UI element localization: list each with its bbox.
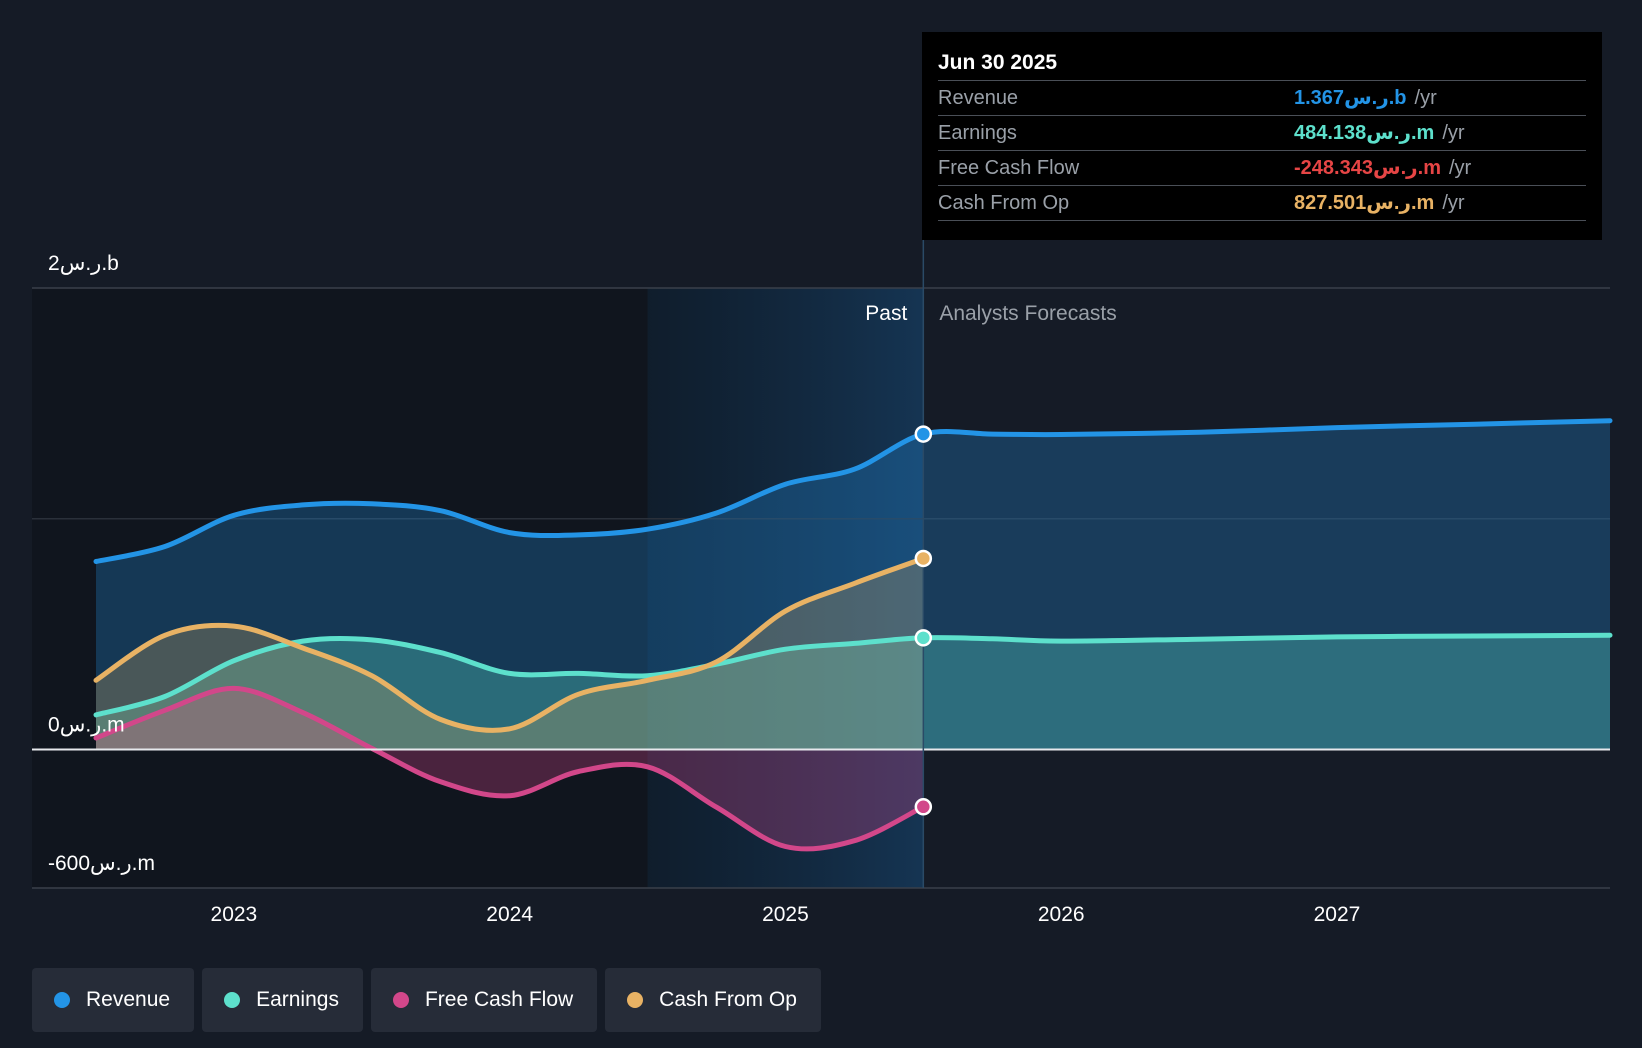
line-cash-from-op [93, 556, 926, 733]
highlight-region [647, 288, 924, 888]
tooltip-date: Jun 30 2025 [938, 46, 1586, 81]
y-tick-label: -600ر.س.m [48, 852, 155, 875]
tooltip-row-free-cash-flow: Free Cash Flow -248.343ر.س.m /yr [938, 151, 1586, 186]
marker-revenue [914, 425, 933, 443]
line-free-cash-flow [93, 685, 926, 852]
tooltip-row-revenue: Revenue 1.367ر.س.b /yr [938, 81, 1586, 116]
legend-item-revenue[interactable]: Revenue [32, 968, 195, 1032]
line-revenue [93, 418, 1613, 564]
legend-dot-icon [392, 992, 409, 1008]
y-tick-label: 2ر.س.b [48, 252, 119, 275]
legend-dot-icon [627, 992, 644, 1008]
tooltip-unit: /yr [1442, 122, 1465, 144]
tooltip-value: 484.138ر.س.m [1294, 122, 1435, 144]
tooltip-markers [914, 425, 933, 816]
legend-item-earnings[interactable]: Earnings [202, 968, 363, 1032]
marker-earnings [914, 629, 933, 647]
x-tick-label: 2026 [1038, 903, 1085, 926]
legend: Revenue Earnings Free Cash Flow Cash Fro… [32, 968, 821, 1032]
gridlines [32, 287, 1610, 889]
legend-label: Earnings [256, 988, 339, 1011]
marker-free-cash-flow [914, 798, 933, 816]
legend-dot-icon [54, 992, 70, 1008]
area-cash-from-op [96, 558, 924, 750]
tooltip-label: Free Cash Flow [938, 157, 1080, 179]
tooltip-value: 1.367ر.س.b [1294, 87, 1407, 109]
tooltip-panel: Jun 30 2025 Revenue 1.367ر.س.b /yr Earni… [922, 32, 1602, 240]
legend-item-free-cash-flow[interactable]: Free Cash Flow [370, 968, 598, 1032]
tooltip-row-cash-from-op: Cash From Op 827.501ر.س.m /yr [938, 186, 1586, 221]
x-tick-label: 2023 [211, 903, 258, 926]
tooltip-label: Cash From Op [938, 192, 1070, 214]
tooltip-unit: /yr [1414, 87, 1437, 109]
legend-label: Free Cash Flow [424, 988, 574, 1011]
series-lines [32, 418, 1613, 852]
legend-item-cash-from-op[interactable]: Cash From Op [605, 968, 821, 1032]
x-tick-label: 2025 [762, 903, 809, 926]
area-free-cash-flow [96, 688, 924, 849]
x-tick-label: 2027 [1314, 903, 1361, 926]
tooltip-label: Earnings [938, 122, 1017, 144]
legend-label: Cash From Op [659, 988, 797, 1011]
tooltip-label: Revenue [938, 87, 1019, 109]
past-label: Past [865, 302, 907, 325]
forecast-label: Analysts Forecasts [939, 302, 1116, 325]
legend-label: Revenue [86, 988, 171, 1011]
tooltip-unit: /yr [1442, 192, 1465, 214]
tooltip-value: -248.343ر.س.m [1294, 157, 1441, 179]
legend-dot-icon [224, 992, 241, 1008]
y-tick-label: 0ر.س.m [48, 714, 125, 737]
tooltip-unit: /yr [1448, 157, 1472, 179]
marker-cash-from-op [914, 549, 933, 568]
axis-labels: 2ر.س.b 0ر.س.m -600ر.س.m 2023 2024 2025 2026 202… [48, 252, 1360, 926]
x-tick-label: 2024 [486, 903, 533, 926]
tooltip-value: 827.501ر.س.m [1294, 192, 1435, 214]
tooltip-row-earnings: Earnings 484.138ر.س.m /yr [938, 116, 1586, 151]
line-earnings [93, 632, 1613, 718]
